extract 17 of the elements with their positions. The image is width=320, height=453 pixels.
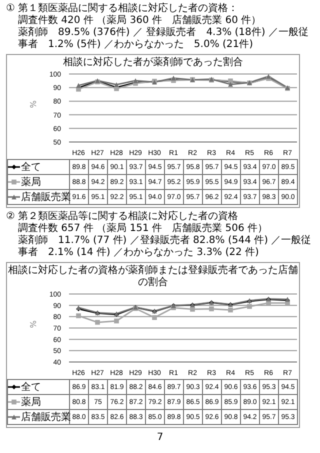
text: 薬剤師 11.7% (77 件) ／登録販売者 82.8% (544 件) ／一般従事者 2.1% (14 件) ／わからなかった 3.3% (22 件): [17, 235, 312, 259]
chart-title: 相談に対応した者が薬剤師であった割合: [62, 57, 244, 69]
text: ② 第２類医薬品等に関する相談に対応した者の資格: [6, 211, 240, 222]
legend-label: 全て: [8, 160, 70, 174]
text: 7: [156, 432, 164, 443]
text: 調査件数 657 件 （薬局 151 件 店舗販売業 506 件）: [17, 223, 269, 234]
chart-title: 相談に対応した者の資格が薬剤師または登録販売者であった店舗の割合: [7, 265, 299, 289]
text: 調査件数 420 件 （薬局 360 件 店舗販売業 60 件）: [17, 15, 262, 26]
legend-label: 店舗販売業: [8, 190, 71, 204]
y-axis-title: %: [28, 320, 38, 328]
y-axis-title: %: [28, 100, 38, 108]
legend-label: 店舗販売業: [8, 410, 71, 424]
legend-label: 全て: [8, 380, 70, 394]
text: ① 第１類医薬品に関する相談に対応した者の資格：: [6, 3, 240, 14]
text: 薬剤師 89.5% (376件) ／ 登録販売者 4.3% (18件) ／一般従事者 1.2% (5件) ／わからなかった 5.0% (21件): [17, 27, 310, 51]
legend-label: 薬局: [8, 394, 70, 410]
legend-label: 薬局: [8, 174, 70, 190]
